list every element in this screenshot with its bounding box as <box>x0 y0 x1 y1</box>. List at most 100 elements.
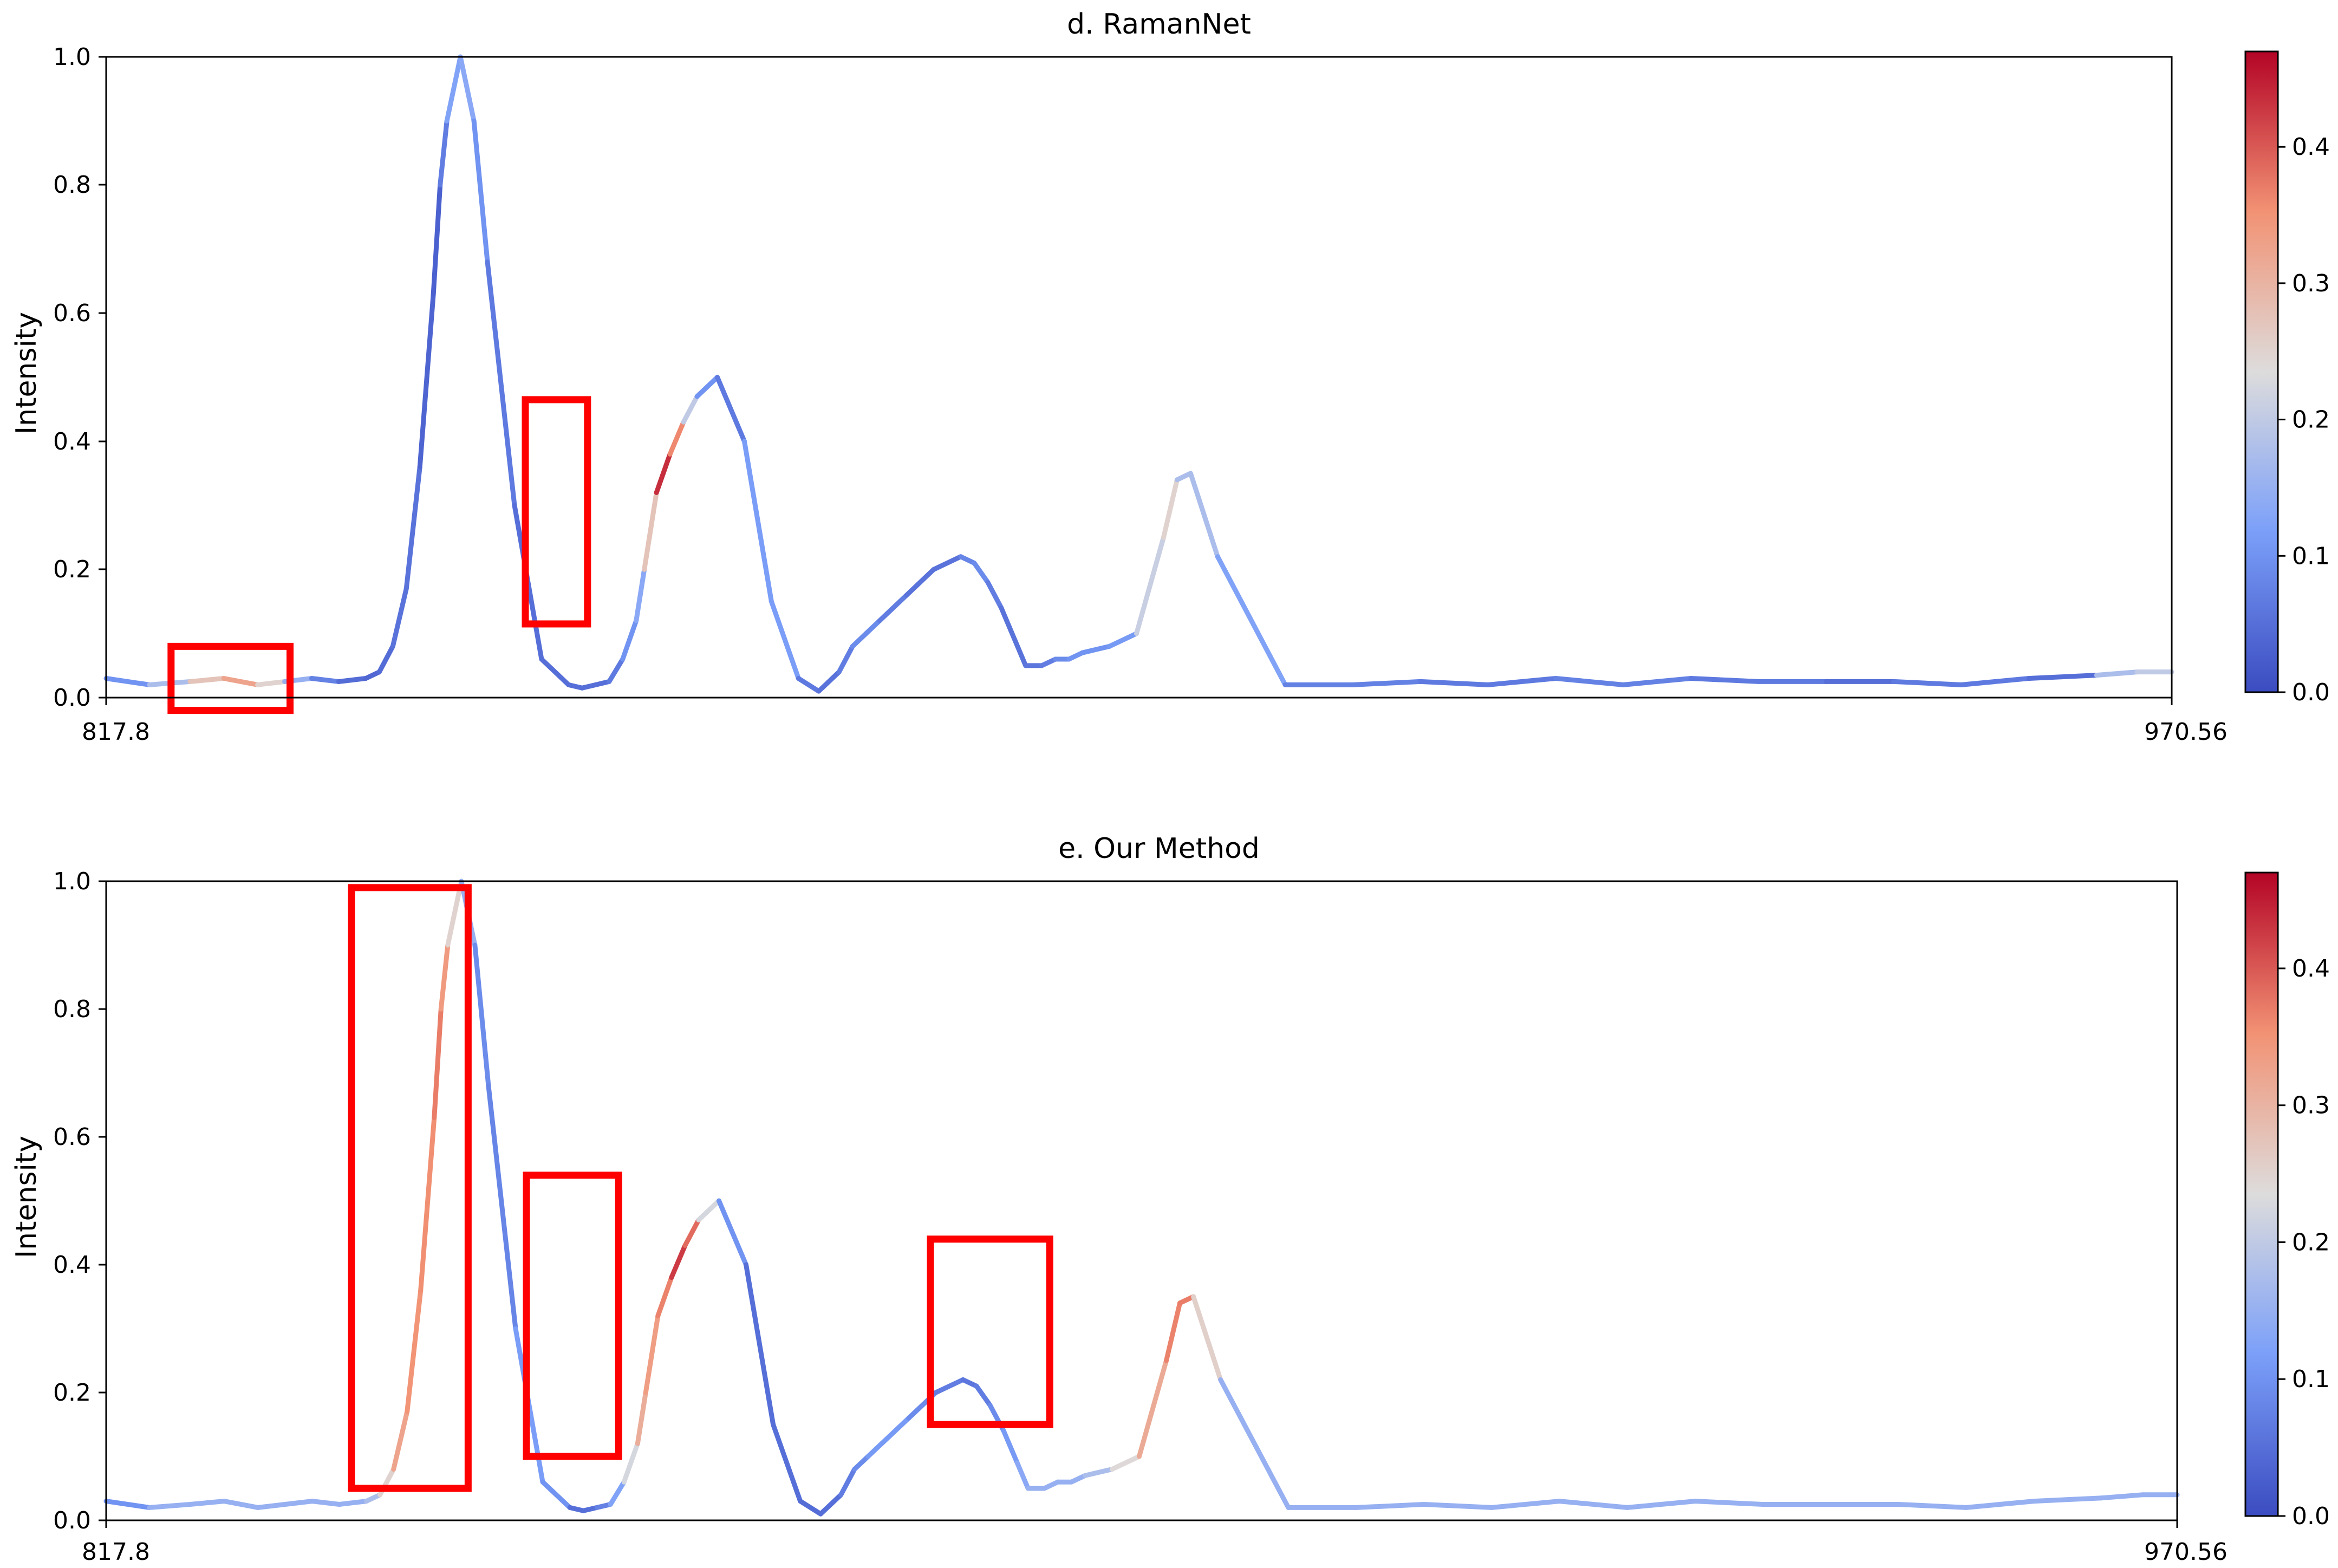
line-segment <box>1134 535 1166 636</box>
line-segment <box>1620 676 1694 687</box>
line-segment <box>364 1492 383 1504</box>
highlight-box <box>348 884 472 1492</box>
line-segment <box>1891 679 1964 687</box>
colorbar-gradient <box>2244 50 2279 693</box>
colorbar-tick-label: 0.1 <box>2292 1365 2330 1393</box>
line-segment <box>1066 650 1085 662</box>
line-segment <box>1012 637 1028 668</box>
line-segment <box>643 1313 661 1395</box>
line-segment <box>539 656 571 687</box>
y-tick-label: 0.4 <box>53 428 91 456</box>
line-segment <box>1174 471 1193 483</box>
line-segment <box>1188 471 1220 559</box>
x-ticks: 817.8 970.56 <box>82 1520 2228 1566</box>
line-segment <box>103 676 152 687</box>
y-tick-label: 0.2 <box>53 556 91 583</box>
line-segment <box>608 1479 627 1507</box>
line-segment <box>1350 679 1423 687</box>
line-segment <box>634 567 647 623</box>
line-segment <box>877 593 909 623</box>
y-tick-label: 0.6 <box>53 300 91 327</box>
y-tick-label: 1.0 <box>53 868 91 895</box>
x-tick-label: 970.56 <box>2144 718 2228 746</box>
line-segment <box>850 631 869 649</box>
y-axis-label: Intensity <box>10 1136 43 1258</box>
line-segment <box>255 679 288 687</box>
line-segment <box>1896 1502 1969 1510</box>
line-segment <box>879 1415 911 1446</box>
line-segment <box>1080 643 1112 655</box>
line-segment <box>669 1243 688 1280</box>
line-segment <box>744 1262 776 1427</box>
line-segment <box>438 118 450 188</box>
line-segment <box>682 1217 701 1248</box>
x-ticks: 817.8 970.56 <box>82 698 2228 746</box>
line-segment <box>1215 554 1288 687</box>
line-segment <box>865 1441 884 1459</box>
line-segment <box>2031 1495 2105 1504</box>
line-segment <box>654 451 673 495</box>
line-segment <box>187 1499 227 1507</box>
line-segment <box>418 1115 437 1293</box>
y-tick-label: 0.4 <box>53 1251 91 1279</box>
line-segment <box>403 464 422 591</box>
y-axis-label: Intensity <box>10 312 43 434</box>
y-ticks: 0.0 0.2 0.4 0.6 0.8 1.0 <box>53 43 106 712</box>
line-segment <box>417 291 436 470</box>
line-segment <box>999 605 1018 643</box>
colorbar: 0.0 0.1 0.2 0.3 0.4 <box>2244 871 2330 1530</box>
line-segment <box>471 118 490 265</box>
colorbar-tick-label: 0.2 <box>2292 1228 2330 1256</box>
colorbar-ticks: 0.0 0.1 0.2 0.3 0.4 <box>2278 955 2330 1530</box>
line-segment <box>771 1422 803 1504</box>
line-segment <box>1001 1428 1020 1466</box>
line-segment <box>852 1454 871 1472</box>
line-segment <box>472 942 491 1089</box>
line-segment <box>222 1499 260 1510</box>
line-segment <box>863 618 882 636</box>
x-tick-label: 817.8 <box>82 718 150 746</box>
y-tick-label: 0.6 <box>53 1123 91 1151</box>
line-segment <box>444 54 463 123</box>
line-segment <box>445 879 464 948</box>
line-segment <box>1692 1499 1766 1507</box>
colorbar: 0.0 0.1 0.2 0.3 0.4 <box>2244 50 2330 706</box>
line-segment <box>1164 1300 1183 1363</box>
line-segment <box>376 643 395 675</box>
line-segment <box>2026 673 2099 681</box>
line-segment <box>769 599 801 681</box>
line-segment <box>390 586 409 649</box>
line-segment <box>485 259 517 508</box>
line-segment <box>1688 676 1761 684</box>
spectrum-line <box>103 879 2180 1517</box>
line-segment <box>486 1083 518 1331</box>
highlight-box <box>522 396 591 628</box>
plot-frame <box>105 880 2178 1521</box>
line-segment <box>838 1467 857 1498</box>
highlight-box <box>927 1235 1053 1428</box>
line-segment <box>667 419 686 457</box>
colorbar-tick-label: 0.0 <box>2292 679 2330 706</box>
colorbar-ticks: 0.0 0.1 0.2 0.3 0.4 <box>2278 133 2330 706</box>
line-segment <box>931 554 963 572</box>
line-segment <box>696 1198 721 1222</box>
line-segment <box>1218 1377 1291 1510</box>
y-ticks: 0.0 0.2 0.4 0.6 0.8 1.0 <box>53 868 106 1534</box>
line-segment <box>818 1492 844 1517</box>
line-segment <box>309 1499 342 1507</box>
line-segment <box>1553 676 1626 687</box>
line-segment <box>1625 1499 1698 1510</box>
line-segment <box>458 54 477 123</box>
line-segment <box>796 676 822 694</box>
line-segment <box>1963 1499 2037 1510</box>
line-segment <box>1489 1499 1562 1510</box>
x-tick-label: 970.56 <box>2144 1538 2228 1566</box>
colorbar-tick-label: 0.3 <box>2292 1092 2330 1120</box>
y-tick-label: 0.0 <box>53 684 91 712</box>
line-segment <box>337 1499 369 1507</box>
highlight-box <box>523 1172 622 1460</box>
colorbar-tick-label: 0.3 <box>2292 270 2330 297</box>
line-segment <box>836 643 855 675</box>
line-segment <box>1421 1502 1494 1510</box>
colorbar-tick-label: 0.0 <box>2292 1502 2330 1530</box>
